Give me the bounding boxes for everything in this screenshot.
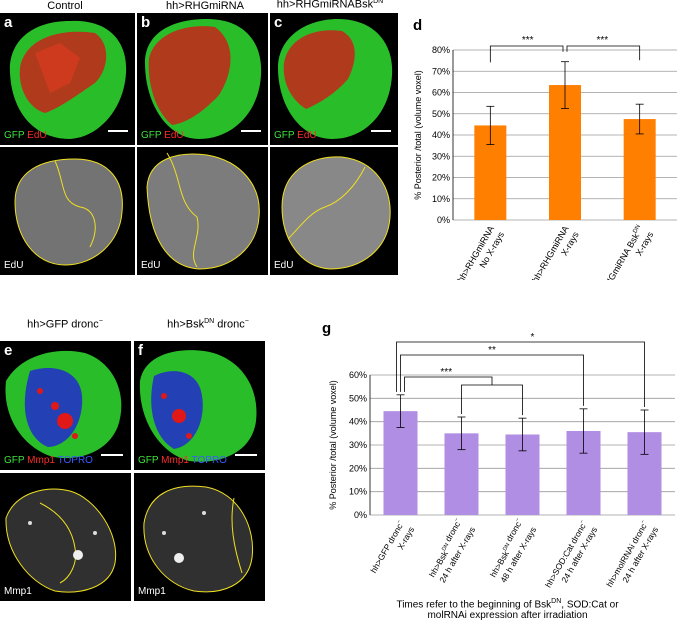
- y-axis-label-g: % Posterior /total (volume voxel): [328, 380, 338, 510]
- tick-label-g: 60%: [349, 370, 367, 380]
- tick-label-d: 20%: [432, 173, 450, 183]
- edu-image-b: [146, 152, 260, 270]
- tick-label-d: 0%: [437, 215, 450, 225]
- y-axis-label-d: % Posterior /total (volume voxel): [413, 70, 423, 200]
- tick-label-g: 30%: [349, 440, 367, 450]
- sig-label-g: ***: [440, 367, 452, 378]
- tick-label-g: 40%: [349, 417, 367, 427]
- panel-b-gfp-edu: b GFP EdU: [137, 13, 268, 145]
- title-e: hh>GFP dronc−: [27, 318, 103, 331]
- disc-image-c: [278, 19, 393, 139]
- scale-bar-f: [235, 454, 257, 456]
- bar-d: [623, 119, 656, 220]
- scale-bar-c: [371, 130, 391, 132]
- tick-label-g: 10%: [349, 487, 367, 497]
- panel-label-c: c: [274, 14, 283, 31]
- title-rhgmirna: hh>RHGmiRNA: [166, 0, 244, 12]
- channel-legend-c-edu: EdU: [274, 260, 294, 271]
- sig-bracket-g: [400, 354, 584, 406]
- channel-legend-e-mmp1: Mmp1: [4, 586, 32, 597]
- tick-label-g: 50%: [349, 393, 367, 403]
- channel-legend-b: GFP EdU: [141, 130, 184, 141]
- sig-label-d: ***: [596, 35, 608, 46]
- panel-label-b: b: [141, 14, 151, 31]
- tick-label-g: 0%: [354, 510, 367, 520]
- chart-d: 0% 10% 20% 30% 40% 50% 60% 70% 80% % Posterior /t…: [413, 35, 677, 280]
- tick-label-d: 80%: [432, 45, 450, 55]
- tick-label-d: 40%: [432, 130, 450, 140]
- tick-label-g: 20%: [349, 463, 367, 473]
- sig-bracket-g: [461, 384, 523, 416]
- panel-a-edu: EdU: [0, 147, 135, 275]
- mmp1-image-f: [143, 485, 254, 593]
- panel-label-d: d: [413, 17, 423, 34]
- tick-label-d: 50%: [432, 109, 450, 119]
- title-rhgmirna-bskdn: hh>RHGmiRNABskDN: [276, 0, 384, 11]
- scale-bar-b: [241, 130, 261, 132]
- channel-legend-c: GFP EdU: [274, 130, 317, 141]
- channel-legend-f-mmp1: Mmp1: [138, 586, 166, 597]
- panel-label-e: e: [4, 342, 13, 359]
- disc-image-f: [139, 350, 257, 462]
- panel-b-edu: EdU: [137, 147, 268, 275]
- disc-image-a: [9, 20, 127, 139]
- tick-label-d: 70%: [432, 66, 450, 76]
- tick-label-d: 10%: [432, 194, 450, 204]
- title-control: Control: [47, 0, 83, 12]
- chart-g: 0% 10% 20% 30% 40% 50% 60% % Posterior /total (…: [328, 332, 675, 589]
- tick-label-d: 30%: [432, 151, 450, 161]
- sig-bracket-d: [489, 45, 564, 63]
- title-f: hh>BskDN dronc−: [167, 318, 249, 331]
- sig-label-g: *: [531, 332, 535, 343]
- panel-label-g: g: [322, 320, 332, 337]
- channel-legend-e: GFP Mmp1 TOPRO: [4, 455, 93, 466]
- mmp1-image-e: [5, 488, 117, 593]
- panel-e-gfp-mmp1-topro: e GFP Mmp1 TOPRO: [0, 341, 131, 470]
- panel-c-gfp-edu: c GFP EdU: [270, 13, 398, 145]
- caption: Times refer to the beginning of BskDN, S…: [396, 598, 619, 622]
- channel-legend-b-edu: EdU: [141, 260, 161, 271]
- sig-label-g: **: [488, 345, 496, 356]
- sig-label-d: ***: [522, 35, 534, 46]
- channel-legend-a: GFP EdU: [4, 130, 47, 141]
- channel-legend-f: GFP Mmp1 TOPRO: [138, 455, 227, 466]
- disc-image-e: [5, 350, 122, 459]
- edu-image-a: [14, 158, 123, 266]
- scale-bar-e: [101, 454, 123, 456]
- panel-a-gfp-edu: a GFP EdU: [0, 13, 135, 145]
- panel-c-edu: EdU: [270, 147, 398, 275]
- panel-label-a: a: [4, 14, 13, 31]
- edu-image-c: [281, 156, 391, 270]
- sig-bracket-d: [566, 45, 641, 61]
- panel-f-mmp1: Mmp1: [134, 473, 265, 601]
- panel-label-f: f: [138, 342, 143, 359]
- panel-e-mmp1: Mmp1: [0, 473, 131, 601]
- disc-image-b: [145, 19, 262, 139]
- sig-bracket-g: [396, 341, 645, 407]
- tick-label-d: 60%: [432, 88, 450, 98]
- scale-bar-a: [108, 130, 128, 132]
- channel-legend-a-edu: EdU: [4, 260, 24, 271]
- sig-bracket-g: [404, 376, 493, 392]
- panel-f-gfp-mmp1-topro: f GFP Mmp1 TOPRO: [134, 341, 265, 470]
- bar-g: [383, 411, 418, 515]
